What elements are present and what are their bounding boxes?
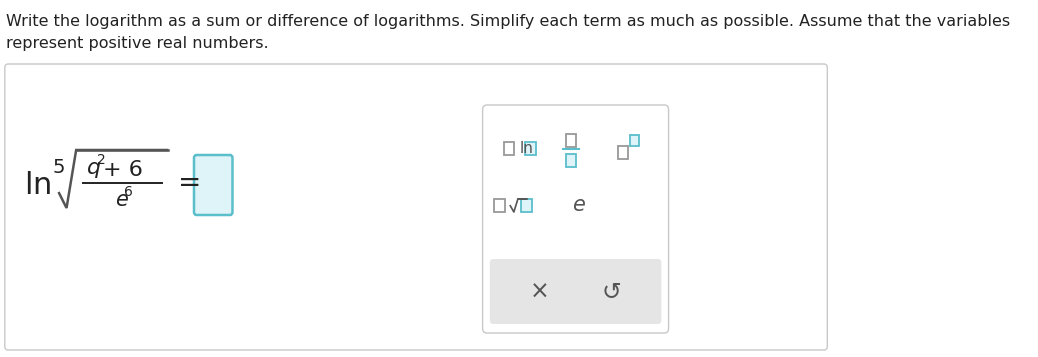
Text: 6: 6 bbox=[125, 185, 133, 199]
Text: + 6: + 6 bbox=[104, 160, 143, 180]
Text: ×: × bbox=[530, 280, 550, 303]
Bar bbox=[566, 154, 576, 166]
Text: ln: ln bbox=[519, 141, 534, 156]
Text: =: = bbox=[177, 169, 201, 197]
Text: $q$: $q$ bbox=[86, 160, 101, 180]
Text: $e$: $e$ bbox=[114, 190, 129, 210]
FancyBboxPatch shape bbox=[194, 155, 233, 215]
Bar bbox=[630, 135, 638, 146]
Text: 5: 5 bbox=[53, 157, 65, 176]
Bar bbox=[521, 198, 531, 211]
Text: Write the logarithm as a sum or difference of logarithms. Simplify each term as : Write the logarithm as a sum or differen… bbox=[6, 14, 1011, 51]
Bar bbox=[503, 141, 514, 155]
Text: 2: 2 bbox=[97, 153, 106, 167]
FancyBboxPatch shape bbox=[490, 259, 661, 324]
Bar bbox=[525, 141, 536, 155]
Bar bbox=[494, 198, 504, 211]
Bar bbox=[618, 146, 628, 159]
Text: $\mathrm{ln}$: $\mathrm{ln}$ bbox=[24, 171, 51, 200]
FancyBboxPatch shape bbox=[5, 64, 827, 350]
Text: $e$: $e$ bbox=[572, 195, 585, 215]
Bar bbox=[566, 134, 576, 146]
Text: ↺: ↺ bbox=[601, 280, 621, 303]
FancyBboxPatch shape bbox=[483, 105, 668, 333]
